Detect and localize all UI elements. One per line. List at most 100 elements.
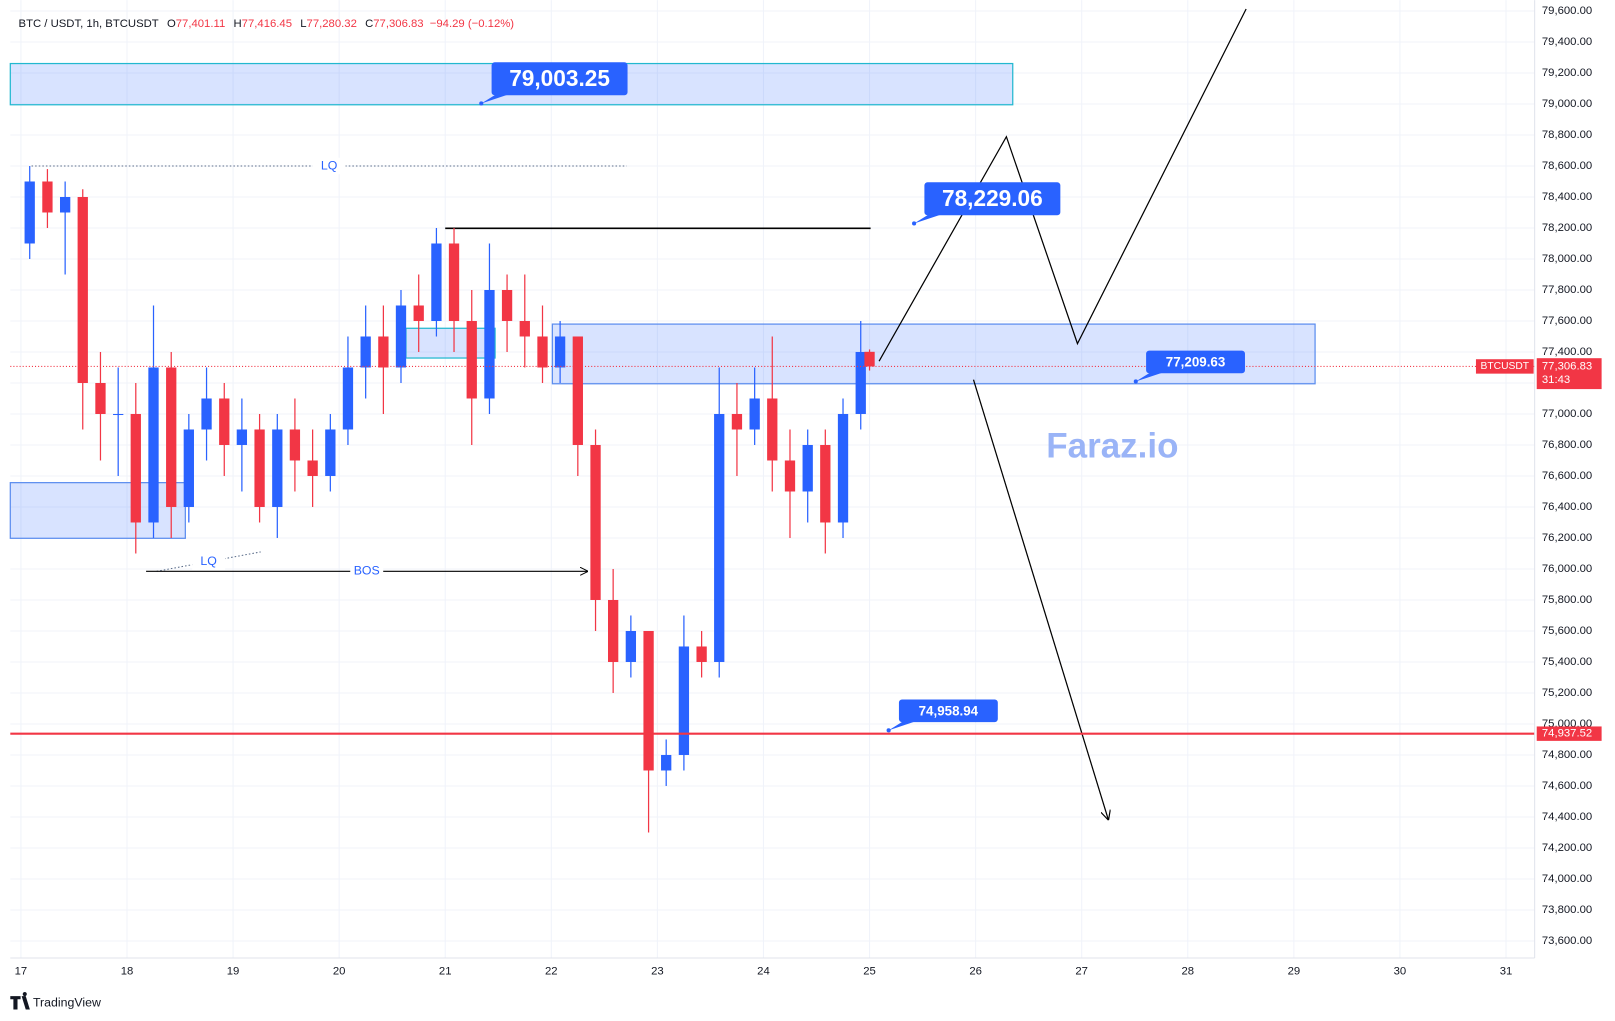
candle-body	[113, 413, 124, 416]
callout-box	[924, 182, 1061, 216]
y-tick-label: 77,600.00	[1542, 315, 1592, 327]
header-part: L	[300, 18, 306, 30]
x-tick-label: 17	[15, 965, 28, 977]
candle-body	[378, 336, 389, 368]
x-tick-label: 27	[1075, 965, 1088, 977]
y-tick-label: 74,000.00	[1542, 873, 1592, 885]
candle-body	[749, 398, 760, 430]
candle-body	[254, 429, 265, 507]
candle-body	[484, 289, 495, 399]
level-label: LQ	[321, 158, 338, 172]
x-tick-label: 18	[121, 965, 134, 977]
y-tick-label: 75,200.00	[1542, 687, 1592, 699]
candle-body	[183, 429, 194, 507]
price-line-tag	[1536, 726, 1602, 741]
callout-label: 74,958.94	[919, 703, 979, 718]
candle-body	[95, 382, 106, 414]
level-label: LQ	[200, 554, 217, 568]
candle-body	[360, 336, 371, 368]
y-tick-label: 79,200.00	[1542, 67, 1592, 79]
candle-body	[166, 367, 177, 507]
x-tick-label: 19	[227, 965, 240, 977]
last-price-label: 77,306.83	[1542, 360, 1592, 372]
candle-body	[767, 398, 778, 461]
callout-tail	[914, 213, 945, 224]
x-tick-label: 21	[439, 965, 452, 977]
candle-body	[448, 243, 460, 321]
candle-body	[219, 398, 230, 445]
header-part: −94.29 (−0.12%)	[430, 18, 515, 30]
level-label-bg	[350, 563, 384, 580]
y-tick-label: 74,800.00	[1542, 749, 1592, 761]
plot: Faraz.io LQ LQ BOS 79,003.25 78,229.06 77,209.…	[9, 8, 1535, 833]
callout-anchor	[912, 221, 917, 226]
zone	[405, 327, 496, 359]
y-tick-label: 78,200.00	[1542, 222, 1592, 234]
y-tick-label: 76,600.00	[1542, 470, 1592, 482]
tv-logo	[10, 992, 30, 1010]
candle-body	[802, 444, 813, 492]
y-tick-label: 74,400.00	[1542, 811, 1592, 823]
symbol-tag-label: BTCUSDT	[1481, 361, 1530, 372]
candle-body	[625, 630, 637, 662]
x-tick-label: 28	[1181, 965, 1194, 977]
candle-body	[24, 181, 35, 244]
y-tick-label: 78,800.00	[1542, 129, 1592, 141]
callout-box	[1146, 350, 1245, 374]
watermark: Faraz.io	[1046, 426, 1178, 465]
header-part: 77,280.32	[307, 18, 357, 30]
candle-body	[342, 367, 354, 430]
candle-body	[148, 367, 159, 523]
y-tick-label: 79,600.00	[1542, 5, 1592, 17]
y-tick-label: 75,600.00	[1542, 625, 1592, 637]
symbol-tag	[1475, 359, 1534, 374]
candle-body	[395, 305, 407, 368]
candle-body	[554, 336, 566, 368]
candle-body	[714, 413, 725, 662]
header-part: 77,416.45	[242, 18, 292, 30]
candle-body	[661, 754, 672, 771]
x-tick-label: 24	[757, 965, 770, 977]
y-tick-label: 76,000.00	[1542, 563, 1592, 575]
candle-body	[864, 351, 875, 367]
symbol-header: BTC / USDT, 1h, BTCUSDT O77,401.11 H77,416…	[19, 18, 515, 30]
y-tick-label: 77,800.00	[1542, 284, 1592, 296]
candle-body	[325, 429, 336, 476]
y-tick-label: 78,400.00	[1542, 191, 1592, 203]
candle-body	[77, 196, 88, 383]
y-tick-label: 76,800.00	[1542, 439, 1592, 451]
y-tick-label: 78,000.00	[1542, 253, 1592, 265]
candle-body	[431, 243, 442, 321]
candle-body	[607, 599, 619, 662]
y-tick-label: 79,400.00	[1542, 36, 1592, 48]
header-part: 77,306.83	[373, 18, 423, 30]
y-tick-label: 78,600.00	[1542, 160, 1592, 172]
header-part: H	[234, 18, 242, 30]
y-tick-label: 77,400.00	[1542, 346, 1592, 358]
candle-body	[289, 429, 301, 461]
candle-body	[307, 460, 318, 476]
price-line-label: 74,937.52	[1542, 728, 1592, 740]
x-tick-label: 20	[333, 965, 346, 977]
y-tick-label: 77,000.00	[1542, 408, 1592, 420]
callout-box	[491, 62, 628, 96]
candle-body	[820, 444, 831, 523]
candle-body	[855, 351, 866, 414]
candle-body	[590, 444, 601, 600]
callout-label: 79,003.25	[509, 65, 610, 91]
candle-body	[272, 429, 283, 507]
candle-body	[731, 413, 743, 430]
projection-path	[972, 379, 1109, 820]
candle-body	[837, 413, 849, 523]
candle-body	[537, 336, 548, 368]
level-label-bg	[192, 553, 226, 570]
level-label-bg	[312, 157, 346, 175]
candle-body	[519, 320, 530, 337]
y-tick-label: 73,600.00	[1542, 935, 1592, 947]
callout-anchor	[886, 728, 891, 733]
y-tick-label: 76,400.00	[1542, 501, 1592, 513]
candle-body	[466, 320, 477, 399]
candle-body	[784, 460, 796, 492]
level-label: BOS	[354, 564, 380, 578]
